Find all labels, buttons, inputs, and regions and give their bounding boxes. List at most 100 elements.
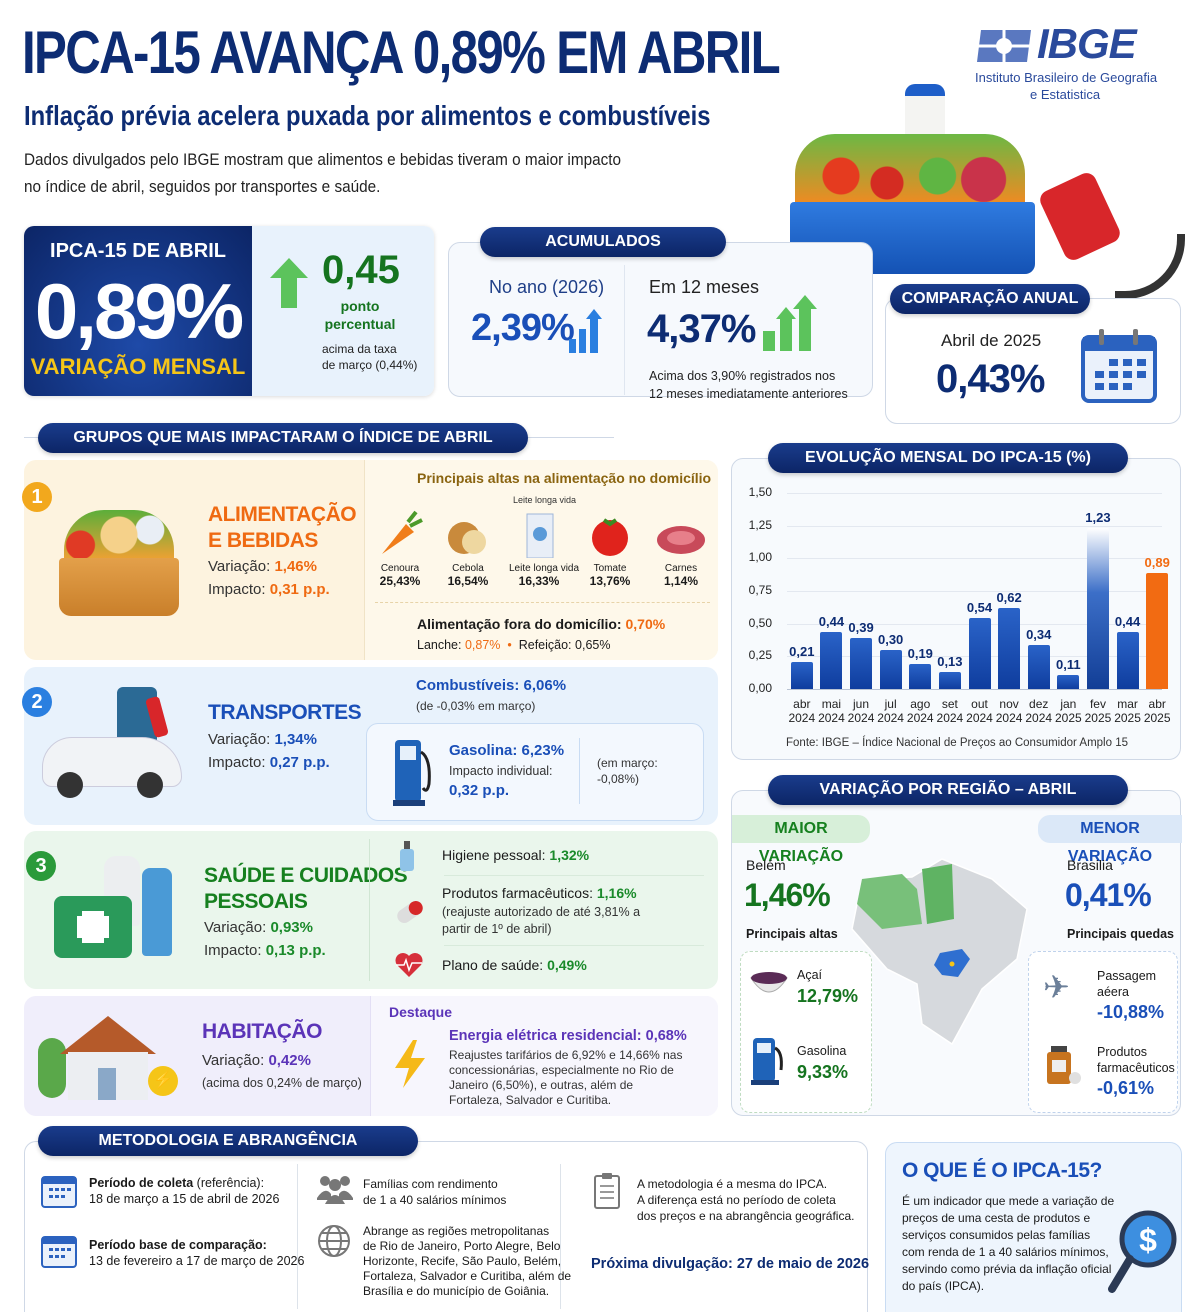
chart-header: EVOLUÇÃO MENSAL DO IPCA-15 (%) [768,443,1128,473]
base-label: Período base de comparação: [89,1238,267,1252]
gasolina-impact-value: 0,32 p.p. [449,782,510,799]
brazil-map [851,858,1028,1046]
group-impacto: Impacto: 0,31 p.p. [208,581,330,598]
acumulados-header: ACUMULADOS [480,227,726,257]
oque-card: O QUE É O IPCA-15? É um indicador que me… [885,1142,1182,1312]
acum-12m-value: 4,37% [647,307,756,351]
alimentacao-details: Principais altas na alimentação no domic… [364,460,718,660]
destaque-label: Destaque [389,1004,453,1020]
menor-variacao-badge: MENOR VARIAÇÃO [1038,815,1182,865]
svg-text:$: $ [1139,1222,1157,1258]
maior-value: 1,46% [744,877,831,913]
acum-12m-label: Em 12 meses [649,277,760,297]
bar-value-label: 0,30 [877,631,904,647]
higiene: Higiene pessoal: 1,32% [442,847,590,863]
bar-value-label: 0,54 [966,600,993,616]
group-name: SAÚDE E CUIDADOS PESSOAIS [204,864,408,913]
chart-source: Fonte: IBGE – Índice Nacional de Preços … [786,737,1128,749]
medicine-bottle-icon [1047,1046,1081,1084]
bar-value-label: 0,44 [818,613,845,629]
alta-item-name: Açaí [797,968,823,982]
group-variacao: Variação: 0,42% [202,1052,311,1069]
magnifier-dollar-icon: $ [1108,1210,1177,1293]
habitacao-note: (acima dos 0,24% de março) [202,1076,362,1090]
group-name: TRANSPORTES [208,701,362,724]
gasolina-label: Gasolina: 6,23% [449,742,565,759]
queda-item-value: -10,88% [1097,1002,1165,1022]
ibge-globe-icon [977,30,1031,62]
calendar-icon [41,1176,77,1208]
group-number-badge: 1 [22,482,52,512]
chart-bar [1116,631,1139,689]
logo-line-2: e Estatistica [1030,87,1101,102]
gas-pump-icon [393,740,431,806]
gasolina-impact-label: Impacto individual: [449,764,553,778]
regiao-header: VARIAÇÃO POR REGIÃO – ABRIL [768,775,1128,805]
group-transportes: 2 TRANSPORTES Variação: 1,34% Impacto: 0… [22,667,718,825]
x-tick-label: dez 2024 [1025,697,1053,725]
altas-label: Principais altas [746,927,838,941]
headline-box: IPCA-15 DE ABRIL 0,89% VARIAÇÃO MENSAL 0… [24,226,434,396]
lead-line-2: no índice de abril, seguidos por transpo… [24,177,381,196]
group-number-badge: 3 [26,851,56,881]
bar-value-label: 0,21 [789,643,815,659]
globe-icon [318,1225,350,1257]
bar-value-label: 0,19 [907,646,933,662]
combustiveis-note: (de -0,03% em março) [416,699,536,713]
group-variacao: Variação: 1,34% [208,731,317,748]
chart-bar [1057,674,1080,689]
group-impacto: Impacto: 0,13 p.p. [204,942,326,959]
alta-item-value: 9,33% [797,1062,849,1082]
chart-bar [1027,644,1050,689]
delta-unit-2: percentual [324,316,396,332]
people-group-icon [317,1176,353,1204]
rising-bars-blue-icon [569,309,602,353]
acum-12m-note-1: Acima dos 3,90% registrados nos [649,369,836,383]
delta-note-2: de março (0,44%) [322,358,418,372]
x-tick-label: out 2024 [966,697,993,725]
menor-city: Brasilia [1067,857,1113,873]
acum-12m-note-2: 12 meses imediatamente anteriores [649,387,848,401]
chart-bar [1086,528,1109,689]
chart-bar [850,638,873,689]
plano-saude: Plano de saúde: 0,49% [442,957,587,973]
x-tick-label: jul 2024 [877,697,904,725]
chart-bar [820,631,843,689]
group-saude: 3 SAÚDE E CUIDADOS PESSOAIS Variação: 0,9… [24,831,718,989]
metodologia-header: METODOLOGIA E ABRANGÊNCIA [38,1126,418,1156]
food-basket-icon [54,510,184,620]
chart-card: 1,50 1,25 1,00 0,75 0,50 0,25 0,00 0,21 0… [731,458,1181,760]
region-amazonas [857,874,922,929]
x-tick-label: ago 2024 [906,697,934,725]
bar-value-label: 0,11 [1056,656,1081,672]
meat-icon [657,526,705,554]
page-title: IPCA-15 AVANÇA 0,89% EM ABRIL [22,19,781,86]
x-tick-label: abr 2025 [1143,697,1171,725]
acumulados-card: No ano (2026) 2,39% Em 12 meses 4,37% Ac… [448,242,873,401]
alta-item-name: Gasolina [797,1044,847,1058]
x-tick-label: set 2024 [936,697,964,725]
chart-bar [790,661,813,689]
carrot-icon [382,510,423,554]
gasolina-march-2: -0,08%) [597,772,640,786]
alta-item-value: 12,79% [797,986,859,1006]
farmaceuticos: Produtos farmacêuticos: 1,16% [442,885,637,901]
farma-note-1: (reajuste autorizado de até 3,81% a [442,905,641,919]
energia-note: Reajustes tarifários de 6,92% e 14,66% n… [449,1048,683,1107]
x-tick-label: jun 2024 [847,697,875,725]
maior-city: Belém [746,857,786,873]
gasolina-march-1: (em março: [597,756,658,770]
quedas-box: ✈ Passagem aéera -10,88% Produtos farmacêu… [1028,951,1178,1113]
leite-label-top: Leite longa vida [513,495,577,505]
x-axis-labels: abr 2024 mai 2024 jun 2024 jul 2024 ago 2024 set 20… [787,697,1172,727]
x-tick-label: jan 2025 [1054,697,1082,725]
list-item: Leite longa vida 16,33% [509,510,579,588]
acum-year-label: No ano (2026) [489,277,605,297]
destaque-box: Destaque Energia elétrica residencial: 0… [370,996,718,1116]
maior-variacao-badge: MAIOR VARIAÇÃO [732,815,870,865]
onion-icon [448,522,486,554]
coleta-value: 18 de março a 15 de abril de 2026 [89,1192,280,1206]
x-tick-label: mai 2024 [818,697,845,725]
comparacao-card: Abril de 2025 0,43% [885,298,1181,424]
x-tick-label: mar 2025 [1114,697,1141,725]
